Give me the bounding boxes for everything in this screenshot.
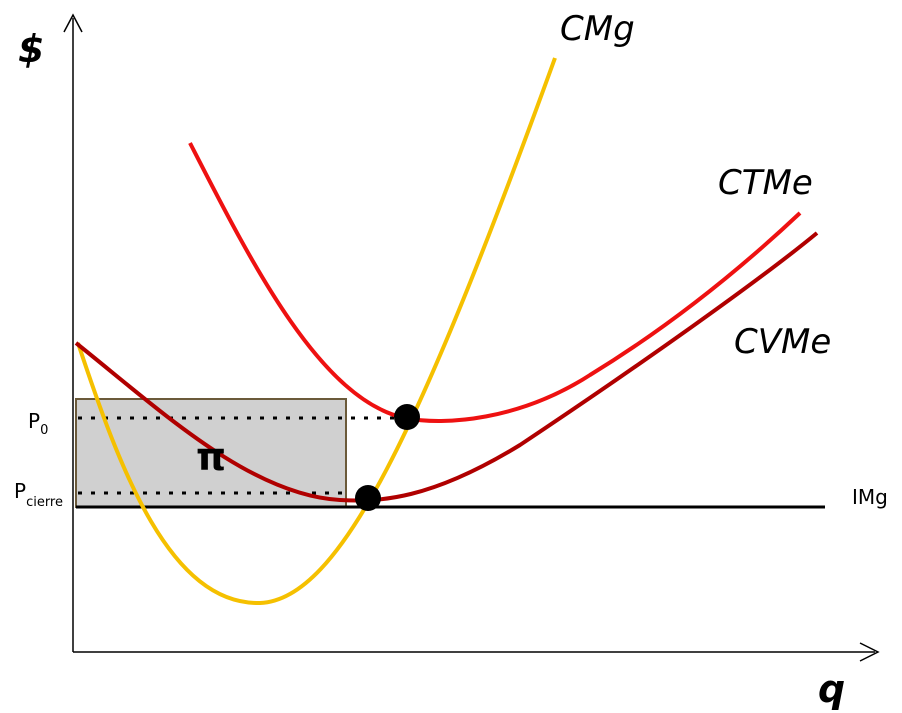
pcierre-label: Pcierre	[14, 479, 63, 510]
cmg-label: CMg	[560, 9, 635, 49]
img-label: IMg	[852, 485, 888, 509]
profit-label: π	[196, 435, 226, 479]
p0-label-main: P	[28, 409, 40, 433]
ctme-min-point	[394, 404, 420, 430]
y-axis-label: $	[18, 27, 44, 71]
cvme-label: CVMe	[734, 322, 831, 362]
x-axis-arrow-icon	[859, 642, 880, 662]
pcierre-label-sub: cierre	[26, 495, 63, 510]
p0-label-sub: 0	[40, 423, 48, 438]
p0-label: P0	[28, 409, 48, 438]
y-axis-arrow-icon	[63, 13, 83, 33]
cvme-curve	[74, 231, 819, 503]
cmg-curve	[76, 57, 557, 606]
ctme-label: CTMe	[718, 163, 813, 203]
x-axis-label: q	[818, 667, 845, 711]
cvme-min-point	[355, 485, 381, 511]
pcierre-label-main: P	[14, 479, 26, 503]
ctme-curve	[188, 142, 802, 423]
